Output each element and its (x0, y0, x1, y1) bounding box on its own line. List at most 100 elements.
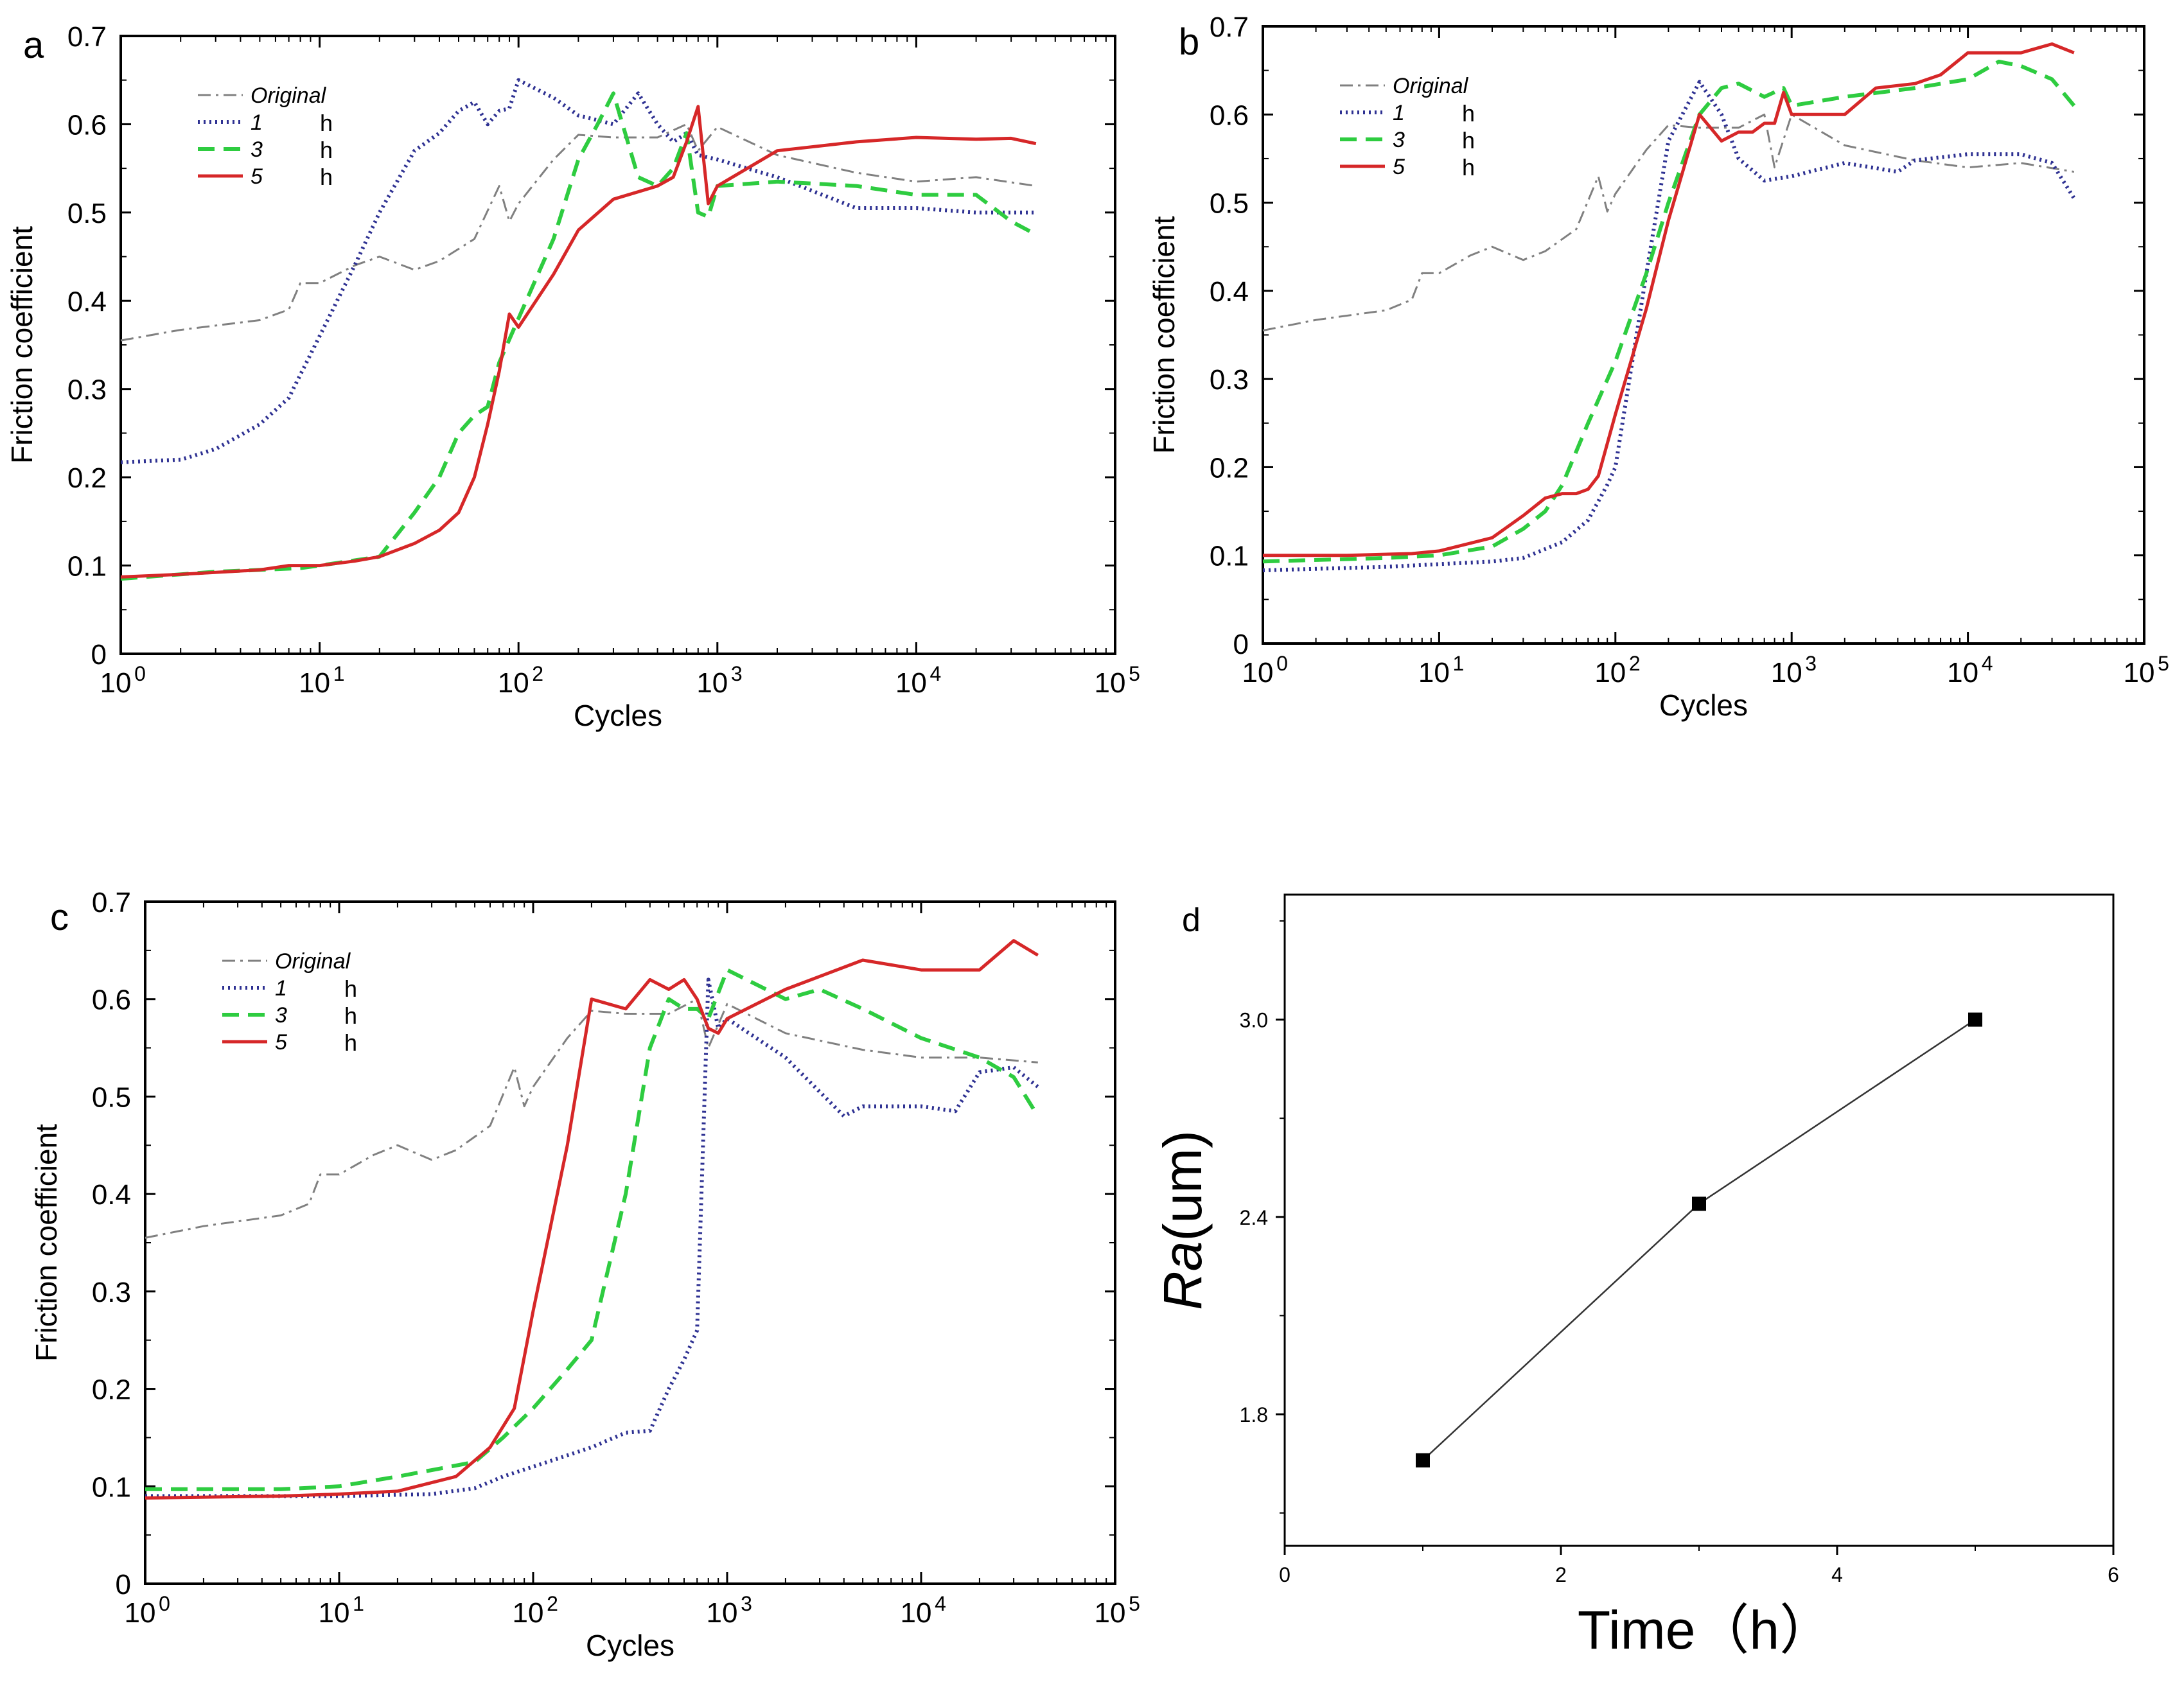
x-tick-exponent: 4 (935, 1592, 946, 1615)
legend-unit: h (320, 137, 333, 163)
y-tick-label: 3.0 (1240, 1009, 1268, 1032)
series-line-3h (1262, 59, 2076, 564)
x-tick-label: 10 0 (100, 662, 146, 699)
y-tick-label: 0 (116, 1569, 131, 1600)
series-line-5h (120, 105, 1037, 579)
legend-label: Original (1393, 74, 1469, 98)
panel-b: b00.10.20.30.40.50.60.710 0 10 1 10 2 10 3 10 4 10… (1147, 12, 2169, 722)
panel-label: d (1182, 902, 1201, 939)
x-tick-label: 10 0 (1242, 652, 1288, 688)
y-tick-label: 0.1 (92, 1471, 131, 1503)
y-tick-label: 0.4 (1210, 276, 1249, 308)
x-tick-exponent: 2 (532, 662, 543, 685)
x-tick-exponent: 5 (1129, 1592, 1140, 1615)
y-tick-label: 0.5 (1210, 188, 1249, 220)
y-tick-label: 0.3 (92, 1277, 131, 1308)
series-line-3h (145, 968, 1040, 1491)
x-tick-label: 10 3 (696, 662, 742, 699)
x-tick-label: 10 5 (2124, 652, 2169, 688)
x-axis-label: Cycles (574, 699, 662, 732)
y-tick-label: 0.1 (1210, 541, 1249, 572)
x-tick-exponent: 0 (134, 662, 146, 685)
y-tick-label: 0.4 (67, 286, 107, 317)
x-tick-label: 10 1 (299, 662, 344, 699)
y-tick-label: 0.6 (67, 109, 107, 141)
legend-label: Original (275, 949, 351, 974)
x-tick-label: 10 4 (895, 662, 941, 699)
legend-label: 3 (1393, 128, 1405, 152)
legend-label: 5 (275, 1030, 287, 1055)
y-tick-label: 0.7 (92, 887, 131, 918)
x-tick-exponent: 5 (1129, 662, 1140, 685)
y-tick-label: 0.1 (67, 551, 107, 583)
x-tick-exponent: 1 (353, 1592, 364, 1615)
legend-label: 1 (1393, 101, 1405, 125)
x-axis-label: Cycles (1659, 688, 1748, 722)
y-tick-label: 0.6 (92, 985, 131, 1016)
legend-unit: h (1462, 100, 1475, 127)
x-tick-exponent: 2 (1629, 652, 1641, 675)
x-tick-label: 0 (1279, 1563, 1290, 1586)
legend-unit: h (344, 976, 357, 1002)
x-tick-exponent: 0 (159, 1592, 170, 1615)
legend-label: 5 (1393, 155, 1405, 179)
legend-unit: h (1462, 127, 1475, 153)
y-tick-label: 0.2 (1210, 452, 1249, 484)
y-axis-unit: (um) (1152, 1130, 1213, 1241)
legend-label: Original (251, 83, 327, 108)
legend-label: 3 (275, 1003, 287, 1028)
plot-frame (119, 35, 1116, 655)
y-axis-label: Friction coefficient (5, 226, 39, 464)
legend-label: 1 (275, 976, 287, 1001)
y-tick-label: 0 (91, 639, 107, 670)
series-line-original (120, 123, 1037, 342)
x-tick-label: 10 4 (1947, 652, 1993, 688)
x-tick-exponent: 3 (731, 662, 743, 685)
y-tick-label: 0.3 (1210, 364, 1249, 396)
y-tick-label: 0.3 (67, 374, 107, 406)
y-tick-label: 0.4 (92, 1179, 131, 1211)
y-tick-label: 0.2 (67, 462, 107, 494)
x-tick-label: 10 2 (498, 662, 543, 699)
x-tick-label: 10 5 (1095, 1592, 1140, 1629)
y-tick-label: 2.4 (1240, 1206, 1268, 1229)
x-tick-label: 2 (1555, 1563, 1567, 1586)
legend-label: 3 (251, 137, 263, 162)
x-tick-exponent: 4 (930, 662, 942, 685)
x-tick-label: 4 (1831, 1563, 1843, 1586)
x-tick-label: 10 4 (901, 1592, 946, 1629)
x-tick-exponent: 2 (547, 1592, 558, 1615)
x-tick-label: 6 (2108, 1563, 2119, 1586)
x-tick-exponent: 1 (1453, 652, 1465, 675)
legend-label: 5 (251, 164, 263, 189)
series-line-5h (145, 939, 1039, 1500)
y-tick-label: 0.5 (67, 198, 107, 229)
series-line-1h (145, 977, 1039, 1498)
x-tick-label: 10 3 (707, 1592, 752, 1629)
series-line (1422, 1019, 1976, 1461)
panel-d: d 0 2 4 6 1.8 2.4 3.0 Time（h） Ra(um) (1152, 893, 2119, 1660)
series-line-original (1262, 113, 2075, 332)
panel-label: b (1179, 21, 1199, 63)
x-tick-exponent: 1 (333, 662, 345, 685)
data-point (1692, 1196, 1706, 1211)
x-tick-label: 10 2 (513, 1592, 558, 1629)
y-tick-label: 0.2 (92, 1374, 131, 1406)
panel-a: a00.10.20.30.40.50.60.710 0 10 1 10 2 10 3 10 4 10… (5, 21, 1140, 732)
x-tick-label: 10 5 (1095, 662, 1140, 699)
panel-label: c (50, 897, 69, 938)
y-tick-label: 0.7 (67, 21, 107, 53)
data-point (1416, 1453, 1430, 1467)
y-axis-label: Friction coefficient (1147, 216, 1181, 453)
data-point (1968, 1012, 1982, 1027)
series-line-5h (1263, 42, 2075, 557)
x-tick-exponent: 3 (1805, 652, 1817, 675)
y-axis-label: Friction coefficient (30, 1124, 63, 1362)
legend-unit: h (320, 110, 333, 136)
x-tick-label: 10 1 (319, 1592, 364, 1629)
x-tick-label: 10 1 (1418, 652, 1464, 688)
panel-c: c00.10.20.30.40.50.60.710 0 10 1 10 2 10 3 10 4 10… (30, 887, 1140, 1662)
legend-label: 1 (251, 110, 263, 135)
x-tick-exponent: 5 (2158, 652, 2169, 675)
